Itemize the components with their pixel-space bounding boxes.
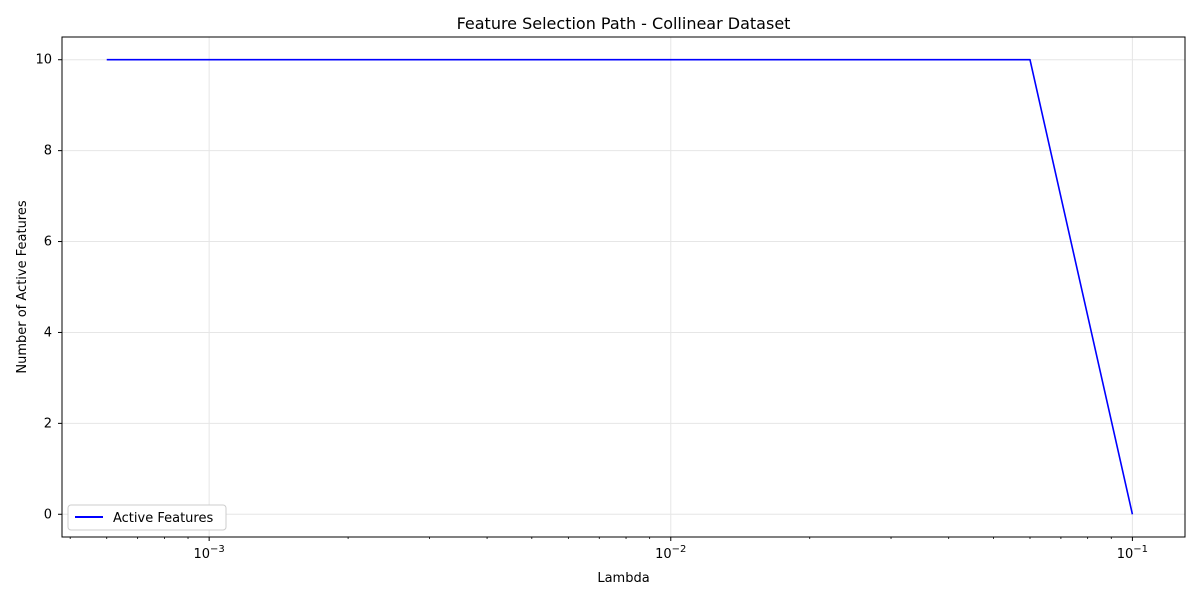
y-tick-label: 0 [44,507,52,522]
x-tick-label: 10−2 [655,544,686,562]
legend-box [67,504,227,531]
y-tick-label: 10 [35,53,52,68]
ticks: 0 2 4 6 8 10 10−3 10−2 10−1 [35,53,1148,562]
series-line [106,58,1134,515]
y-tick-label: 8 [44,144,52,159]
y-axis-label: Number of Active Features [15,200,30,373]
plot-frame [61,36,1186,538]
legend: Active Features [67,504,227,531]
legend-label: Active Features [113,511,213,526]
x-axis-label: Lambda [597,571,649,586]
series-layer [106,58,1134,515]
chart-title: Feature Selection Path - Collinear Datas… [457,14,791,33]
x-tick-label: 10−3 [193,544,224,562]
x-tick-label: 10−1 [1117,544,1148,562]
y-tick-label: 2 [44,416,52,431]
y-tick-label: 4 [44,325,52,340]
y-tick-label: 6 [44,235,52,250]
